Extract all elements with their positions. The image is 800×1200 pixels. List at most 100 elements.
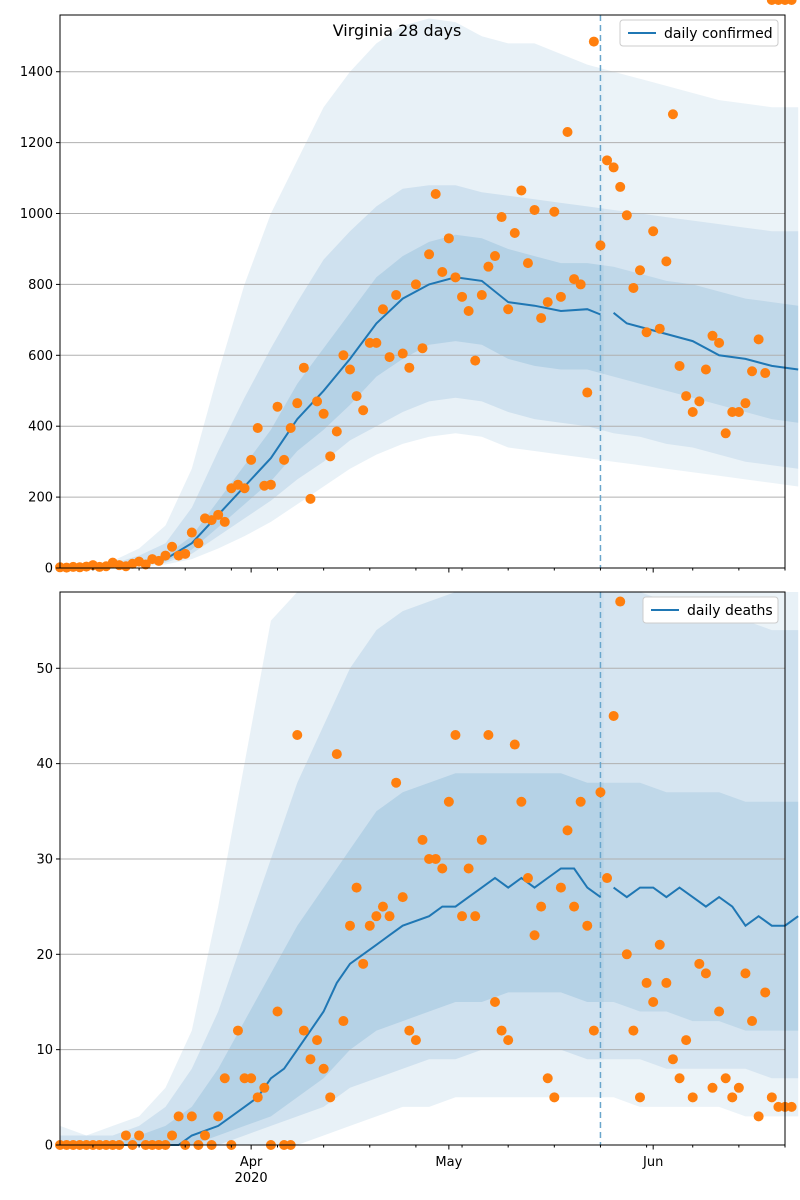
- observation-point: [272, 401, 283, 412]
- confirmed-observations: [55, 0, 797, 573]
- observation-point: [555, 291, 566, 302]
- confirmed-gridlines: [60, 15, 785, 568]
- observation-point: [615, 596, 626, 607]
- observation-point: [358, 405, 369, 416]
- observation-point: [582, 387, 593, 398]
- observation-point: [252, 422, 263, 433]
- observation-point: [410, 1035, 421, 1046]
- confirmed-uncertainty-bands: [60, 15, 799, 569]
- observation-point: [364, 920, 375, 931]
- observation-point: [496, 212, 507, 223]
- observation-point: [753, 334, 764, 345]
- observation-point: [733, 1082, 744, 1093]
- deaths-uncertainty-bands: [60, 592, 799, 1145]
- observation-point: [331, 749, 342, 760]
- confirmed-panel: 0 200 400 600 800 1000 1200 1400 Virginia 28 da…: [20, 0, 799, 577]
- observation-point: [700, 968, 711, 979]
- observation-point: [509, 739, 520, 750]
- observation-point: [602, 155, 613, 166]
- observation-point: [424, 249, 435, 260]
- uncertainty-band-2: [60, 592, 799, 1145]
- y-tick-label: 1400: [20, 65, 53, 80]
- observation-point: [417, 343, 428, 354]
- observation-point: [404, 1025, 415, 1036]
- observation-point: [661, 256, 672, 267]
- deaths-gridlines: [60, 592, 785, 1145]
- forecast-region: [603, 592, 785, 1145]
- series-line-forecast: [612, 312, 799, 371]
- observation-point: [397, 892, 408, 903]
- observation-point: [331, 426, 342, 437]
- observation-point: [588, 36, 599, 47]
- y-tick-label: 20: [36, 948, 53, 963]
- observation-point: [509, 228, 520, 239]
- observation-point: [536, 313, 547, 324]
- observation-point: [648, 996, 659, 1007]
- y-tick-label: 10: [36, 1043, 53, 1058]
- legend-label: daily confirmed: [664, 26, 773, 42]
- observation-point: [338, 350, 349, 361]
- observation-point: [628, 1025, 639, 1036]
- observation-point: [377, 901, 388, 912]
- observation-point: [707, 330, 718, 341]
- observation-point: [608, 162, 619, 173]
- observation-point: [305, 1054, 316, 1065]
- observation-point: [134, 1130, 145, 1141]
- x-tick-label: Jun: [642, 1155, 663, 1170]
- observation-point: [714, 1006, 725, 1017]
- observation-point: [384, 911, 395, 922]
- observation-point: [213, 509, 224, 520]
- observation-point: [582, 920, 593, 931]
- observation-point: [430, 189, 441, 200]
- observation-point: [529, 204, 540, 215]
- observation-point: [569, 901, 580, 912]
- observation-point: [338, 1016, 349, 1027]
- observation-point: [186, 1111, 197, 1122]
- observation-point: [476, 834, 487, 845]
- observation-point: [483, 261, 494, 272]
- observation-point: [384, 352, 395, 363]
- observation-point: [404, 362, 415, 373]
- observation-point: [503, 304, 514, 315]
- observation-point: [602, 873, 613, 884]
- observation-point: [714, 337, 725, 348]
- observation-point: [628, 282, 639, 293]
- observation-point: [219, 516, 230, 527]
- observation-point: [575, 796, 586, 807]
- observation-point: [443, 233, 454, 244]
- observation-point: [246, 454, 257, 465]
- observation-point: [608, 710, 619, 721]
- observation-point: [437, 863, 448, 874]
- observation-point: [674, 1073, 685, 1084]
- y-tick-label: 40: [36, 757, 53, 772]
- observation-point: [318, 408, 329, 419]
- observation-point: [476, 290, 487, 301]
- chart-title: Virginia 28 days: [333, 21, 462, 40]
- observation-point: [186, 527, 197, 538]
- legend-box: [642, 596, 779, 624]
- observation-point: [654, 939, 665, 950]
- observation-point: [232, 1025, 243, 1036]
- observation-point: [200, 1130, 210, 1141]
- observation-point: [450, 272, 461, 283]
- observation-point: [483, 730, 494, 741]
- uncertainty-band-1: [60, 592, 799, 1145]
- observation-point: [259, 1082, 270, 1093]
- observation-point: [371, 337, 382, 348]
- observation-point: [397, 348, 408, 359]
- deaths-legend: daily deaths: [642, 596, 779, 624]
- observation-point: [654, 323, 665, 334]
- observation-point: [443, 796, 454, 807]
- observation-point: [681, 1035, 692, 1046]
- observation-point: [753, 1111, 764, 1122]
- x-year-label: 2020: [235, 1171, 268, 1186]
- observation-point: [740, 398, 751, 409]
- observation-point: [562, 825, 573, 836]
- observation-point: [325, 1092, 336, 1103]
- observation-point: [496, 1025, 507, 1036]
- observation-point: [318, 1063, 329, 1074]
- observation-point: [740, 968, 751, 979]
- observation-point: [687, 407, 698, 418]
- observation-point: [641, 327, 652, 338]
